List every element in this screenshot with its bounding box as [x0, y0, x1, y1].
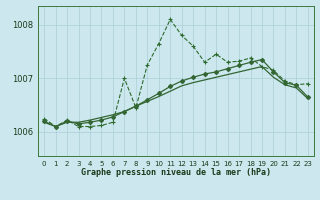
X-axis label: Graphe pression niveau de la mer (hPa): Graphe pression niveau de la mer (hPa): [81, 168, 271, 177]
